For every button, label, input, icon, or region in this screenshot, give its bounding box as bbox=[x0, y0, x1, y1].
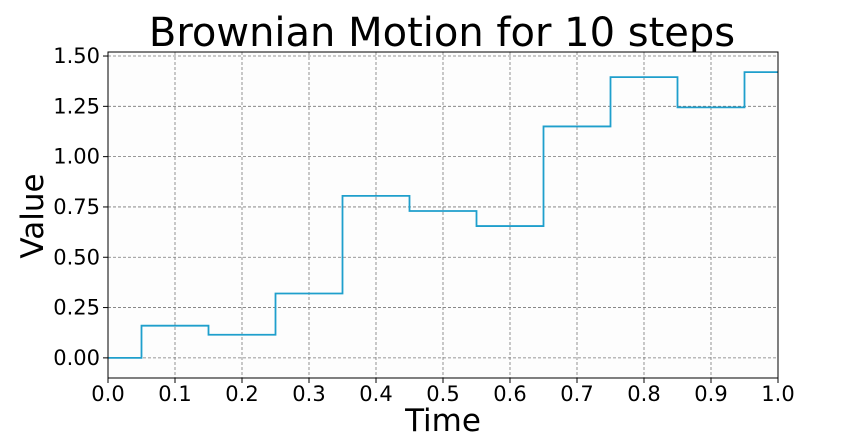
x-tick-label: 0.7 bbox=[560, 382, 593, 406]
x-tick-label: 0.5 bbox=[426, 382, 459, 406]
x-tick-label: 0.4 bbox=[359, 382, 392, 406]
y-tick-label: 0.75 bbox=[53, 195, 100, 219]
y-tick-label: 0.00 bbox=[53, 346, 100, 370]
x-tick-label: 0.8 bbox=[627, 382, 660, 406]
y-axis-label: Value bbox=[15, 173, 51, 258]
x-tick-label: 0.1 bbox=[158, 382, 191, 406]
axis-ticks: 0.0 0.1 0.2 0.3 0.4 0.5 0.6 0.7 0.8 0.9 1.0 0.00 0.2… bbox=[53, 44, 794, 406]
x-tick-label: 0.2 bbox=[225, 382, 258, 406]
series-step-line bbox=[108, 71, 778, 359]
y-tick-label: 1.00 bbox=[53, 145, 100, 169]
x-tick-label: 0.0 bbox=[91, 382, 124, 406]
x-tick-label: 0.9 bbox=[694, 382, 727, 406]
data-series bbox=[108, 71, 778, 359]
x-axis-label: Time bbox=[404, 403, 481, 432]
chart-title: Brownian Motion for 10 steps bbox=[149, 10, 735, 56]
y-tick-label: 0.50 bbox=[53, 245, 100, 269]
x-tick-label: 1.0 bbox=[761, 382, 794, 406]
y-tick-label: 1.50 bbox=[53, 44, 100, 68]
x-tick-label: 0.6 bbox=[493, 382, 526, 406]
y-tick-label: 0.25 bbox=[53, 296, 100, 320]
y-tick-label: 1.25 bbox=[53, 94, 100, 118]
x-tick-label: 0.3 bbox=[292, 382, 325, 406]
